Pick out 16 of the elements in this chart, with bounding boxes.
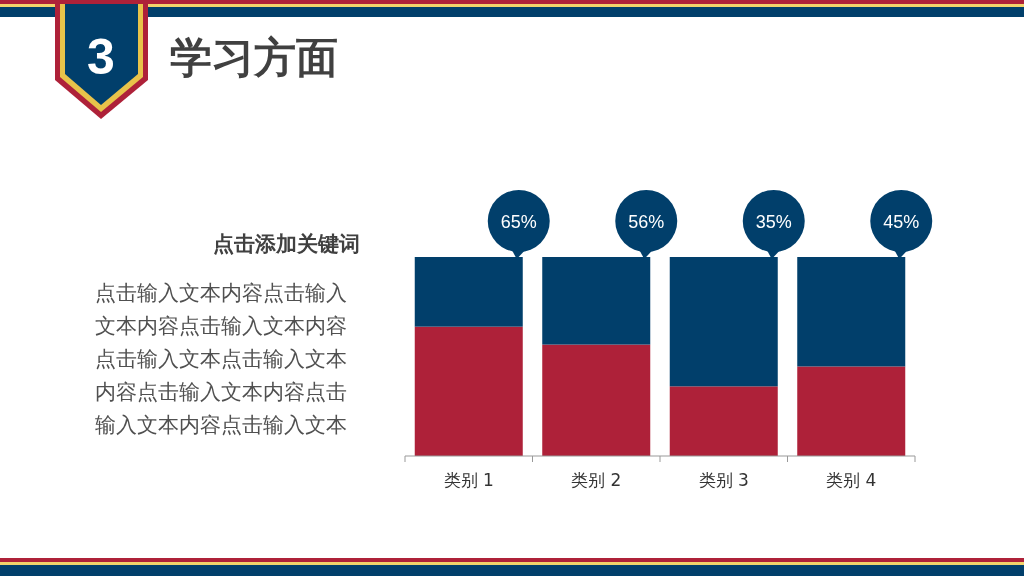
chart-title: 学习方面 bbox=[170, 32, 338, 84]
bar bbox=[542, 344, 651, 456]
data-label: 56% bbox=[628, 212, 665, 232]
bar bbox=[797, 366, 906, 456]
bar bbox=[669, 386, 778, 456]
data-label: 35% bbox=[755, 212, 792, 232]
data-label: 45% bbox=[883, 212, 920, 232]
x-tick-label: 类别 4 bbox=[826, 470, 877, 490]
text: 点击添加关键词 bbox=[212, 231, 360, 258]
x-tick-label: 类别 1 bbox=[443, 470, 494, 490]
x-tick-label: 类别 2 bbox=[571, 470, 622, 490]
data-label: 65% bbox=[500, 212, 537, 232]
text: 3 bbox=[87, 29, 115, 85]
x-tick-label: 类别 3 bbox=[698, 470, 749, 490]
bar bbox=[414, 326, 523, 456]
text: 点击输入文本内容点击输入文本内容点击输入文本内容点击输入文本点击输入文本内容点击输入文本内容点击输入文本内容点击输入文本 bbox=[95, 280, 348, 439]
